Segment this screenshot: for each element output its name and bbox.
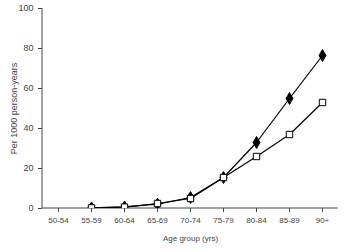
svg-text:70-74: 70-74 (180, 216, 201, 225)
svg-text:55-59: 55-59 (81, 216, 102, 225)
svg-text:50-54: 50-54 (48, 216, 69, 225)
svg-text:20: 20 (23, 163, 33, 173)
svg-text:0: 0 (28, 203, 33, 213)
svg-text:80: 80 (23, 43, 33, 53)
svg-text:80-84: 80-84 (246, 216, 267, 225)
svg-text:65-69: 65-69 (147, 216, 168, 225)
svg-text:Age group (yrs): Age group (yrs) (163, 234, 218, 243)
svg-text:40: 40 (23, 123, 33, 133)
svg-text:85-89: 85-89 (279, 216, 300, 225)
svg-text:60-64: 60-64 (114, 216, 135, 225)
svg-text:75-79: 75-79 (213, 216, 234, 225)
svg-text:90+: 90+ (316, 216, 330, 225)
svg-text:60: 60 (23, 83, 33, 93)
svg-text:100: 100 (18, 3, 33, 13)
svg-text:Per 1000 person-years: Per 1000 person-years (9, 62, 19, 154)
